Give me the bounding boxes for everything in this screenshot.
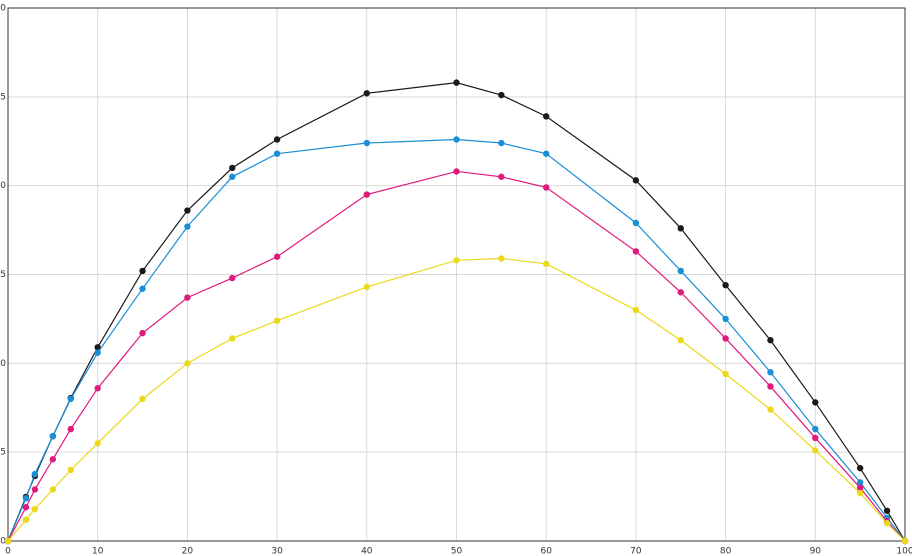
point [453,136,460,143]
point [139,267,146,275]
point [67,395,74,403]
point [883,507,891,514]
point [632,219,640,227]
x-tick-label: 50 [451,547,463,556]
point [498,139,505,147]
point [498,173,505,180]
plot-frame [7,7,906,542]
x-tick-label: 0 [5,547,11,556]
point [498,91,505,99]
point [856,484,864,491]
point [139,395,146,403]
point [363,283,370,291]
point [184,360,191,367]
point [363,90,370,97]
x-tick-label: 70 [630,547,642,556]
point [273,150,281,157]
x-tick-label: 90 [810,547,822,556]
point [139,329,146,337]
point [722,370,729,378]
point [722,335,729,342]
point [767,383,774,390]
y-tick-label: 0 [0,537,6,547]
point [856,489,864,497]
point [22,516,30,523]
y-tick-label: 5 [0,448,6,458]
point [184,223,191,230]
point [677,267,684,275]
point [498,255,505,262]
point [229,164,236,172]
point [632,177,640,184]
point [543,113,550,120]
point [856,479,864,486]
point [812,434,819,442]
x-tick-label: 20 [182,547,194,556]
point [139,285,146,292]
point [4,537,12,545]
point [543,260,550,268]
point [722,281,729,289]
point [363,139,370,147]
point [767,337,774,344]
point [184,207,191,214]
point [31,486,39,493]
point [632,306,640,314]
point [812,447,819,454]
point [94,440,101,447]
point [856,464,864,472]
y-tick-label: 10 [0,359,6,369]
y-tick-label: 15 [0,270,6,280]
y-tick-label: 30 [0,4,6,14]
point [453,257,460,264]
point [273,253,281,260]
point [677,289,684,296]
point [49,432,57,440]
point [543,150,550,157]
point [883,520,891,527]
point [94,385,101,392]
point [632,248,640,255]
point [229,173,236,180]
point [67,425,74,433]
point [812,425,819,433]
point [94,349,101,356]
series-line [7,170,906,542]
point [363,191,370,198]
point [229,335,236,342]
point [22,504,30,511]
x-tick-label: 40 [361,547,373,556]
x-tick-label: 80 [720,547,732,556]
point [94,344,101,351]
x-tick-label: 10 [92,547,104,556]
point [67,466,74,474]
point [22,495,30,502]
series-line [7,138,906,542]
point [273,136,281,143]
point [49,486,57,493]
point [677,337,684,344]
x-tick-label: 60 [540,547,552,556]
x-tick-label: 100 [896,547,912,556]
point [722,315,729,323]
series-line [7,257,906,542]
point [184,294,191,301]
point [31,470,39,478]
point [767,406,774,413]
y-tick-label: 20 [0,181,6,191]
point [273,317,281,324]
point [453,79,460,86]
point [812,399,819,406]
point [677,225,684,232]
point [767,369,774,376]
x-tick-label: 30 [271,547,283,556]
point [229,274,236,282]
point [543,184,550,191]
point [453,168,460,175]
y-tick-label: 25 [0,92,6,102]
point [49,456,57,463]
point [901,537,909,545]
point [31,505,39,513]
